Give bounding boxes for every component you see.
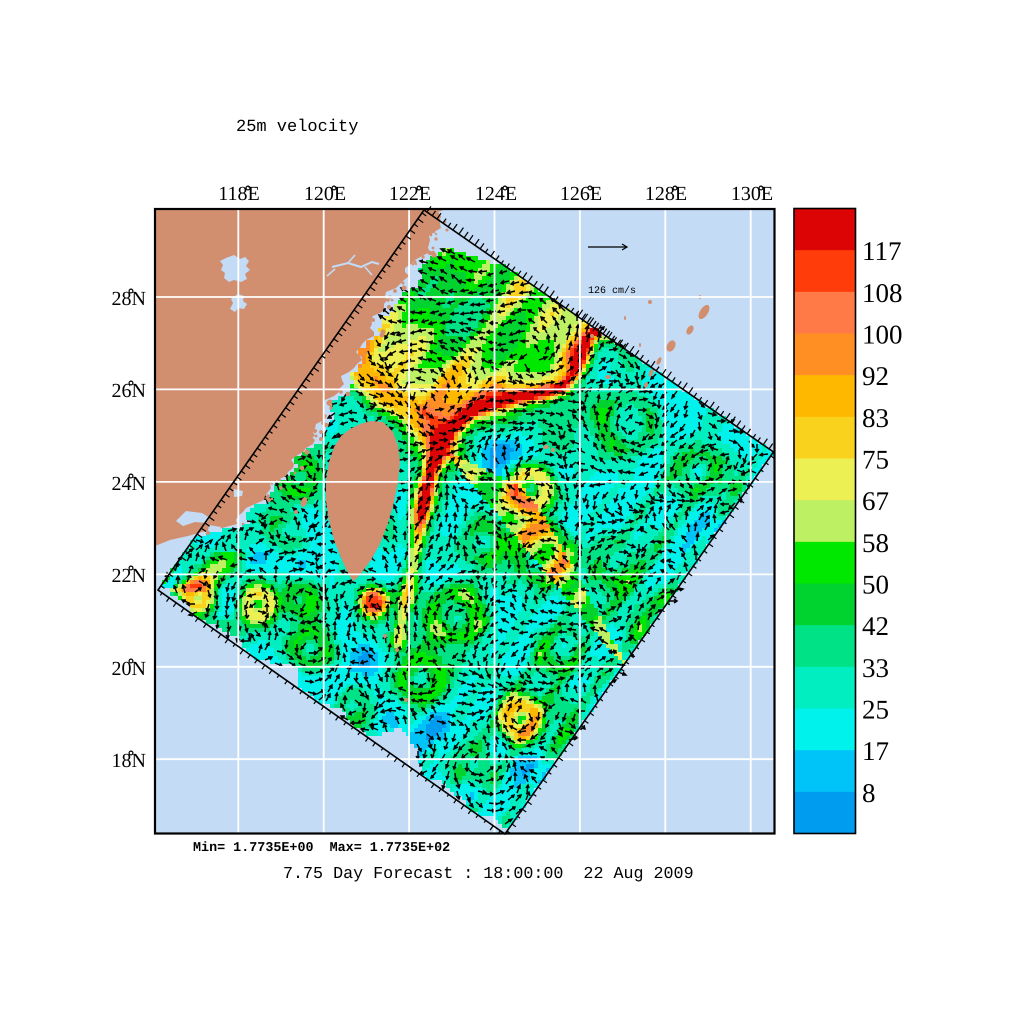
svg-text:92: 92 — [862, 361, 889, 391]
svg-text:117: 117 — [862, 236, 902, 266]
svg-text:122E: 122E — [389, 183, 431, 205]
svg-text:33: 33 — [862, 653, 889, 683]
svg-text:24N: 24N — [112, 473, 146, 495]
svg-text:120E: 120E — [304, 183, 346, 205]
svg-text:8: 8 — [862, 778, 876, 808]
svg-text:25: 25 — [862, 695, 889, 725]
svg-text:22N: 22N — [112, 565, 146, 587]
svg-text:58: 58 — [862, 528, 889, 558]
svg-text:128E: 128E — [645, 183, 687, 205]
svg-text:108: 108 — [862, 278, 903, 308]
svg-text:7.75 Day Forecast : 18:00:00: 7.75 Day Forecast : 18:00:00 22 Aug 2009 — [283, 865, 694, 884]
svg-text:118E: 118E — [218, 183, 259, 205]
svg-text:67: 67 — [862, 486, 889, 516]
svg-text:126E: 126E — [560, 183, 602, 205]
svg-text:130E: 130E — [731, 183, 773, 205]
svg-text:83: 83 — [862, 403, 889, 433]
svg-text:28N: 28N — [112, 288, 146, 310]
svg-text:100: 100 — [862, 320, 903, 350]
svg-text:20N: 20N — [112, 658, 146, 680]
svg-text:126 cm/s: 126 cm/s — [588, 285, 636, 297]
svg-text:Min= 1.7735E+00 Max= 1.7735E+: Min= 1.7735E+00 Max= 1.7735E+02 — [193, 841, 450, 856]
svg-text:25m velocity: 25m velocity — [236, 118, 358, 137]
svg-text:75: 75 — [862, 445, 889, 475]
svg-text:18N: 18N — [112, 750, 146, 772]
svg-text:50: 50 — [862, 570, 889, 600]
svg-text:124E: 124E — [475, 183, 517, 205]
svg-text:17: 17 — [862, 736, 889, 766]
svg-text:42: 42 — [862, 611, 889, 641]
svg-text:26N: 26N — [112, 380, 146, 402]
